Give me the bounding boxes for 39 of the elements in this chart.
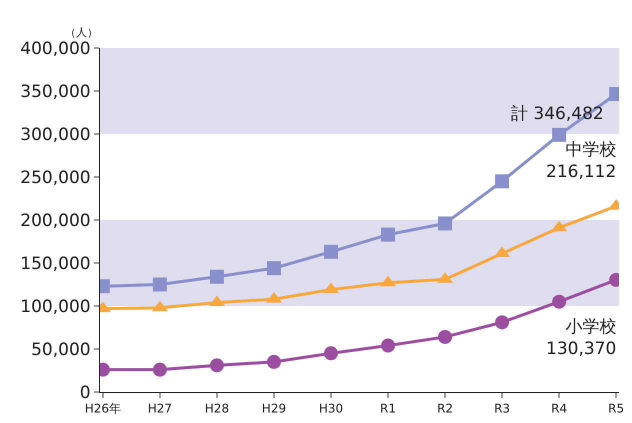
annotation: 中学校 216,112 bbox=[546, 140, 616, 182]
y-tick-label: 100,000 bbox=[20, 296, 91, 317]
point bbox=[381, 228, 396, 242]
point bbox=[495, 174, 510, 188]
point bbox=[438, 216, 452, 230]
point bbox=[210, 358, 224, 372]
x-tick-label: H27 bbox=[148, 401, 172, 416]
x-tick-label: H29 bbox=[262, 401, 286, 416]
y-tick-label: 400,000 bbox=[20, 38, 91, 59]
y-tick-label: 250,000 bbox=[20, 168, 91, 188]
y-tick-label: 300,000 bbox=[20, 124, 91, 145]
point bbox=[266, 354, 281, 369]
point bbox=[266, 261, 281, 276]
annotation: 計 346,482 bbox=[511, 104, 604, 124]
x-tick-label: R2 bbox=[437, 401, 454, 416]
point bbox=[438, 330, 452, 344]
x-tick-label: H28 bbox=[204, 401, 230, 416]
point bbox=[152, 278, 167, 292]
y-axis-title: （人） bbox=[65, 26, 98, 39]
x-tick-label: H30 bbox=[318, 401, 344, 416]
point bbox=[324, 244, 338, 259]
point bbox=[381, 338, 396, 353]
x-tick-label: R3 bbox=[494, 401, 510, 416]
x-tick-label: R4 bbox=[551, 401, 568, 416]
y-tick-label: 350,000 bbox=[20, 82, 91, 102]
y-tick-label: 50,000 bbox=[31, 340, 91, 360]
y-tick-label: 200,000 bbox=[20, 210, 91, 231]
x-tick-label: H26年 bbox=[84, 401, 121, 416]
point bbox=[552, 128, 566, 142]
point bbox=[495, 315, 510, 330]
point bbox=[324, 346, 338, 360]
x-tick-label: R5 bbox=[608, 401, 624, 416]
x-tick-label: R1 bbox=[380, 401, 396, 416]
point bbox=[152, 362, 167, 377]
annotation: 小学校 130,370 bbox=[546, 317, 616, 360]
y-tick-label: 150,000 bbox=[20, 254, 91, 274]
y-tick-label: 0 bbox=[80, 382, 91, 403]
point bbox=[552, 294, 566, 309]
point bbox=[210, 270, 224, 284]
